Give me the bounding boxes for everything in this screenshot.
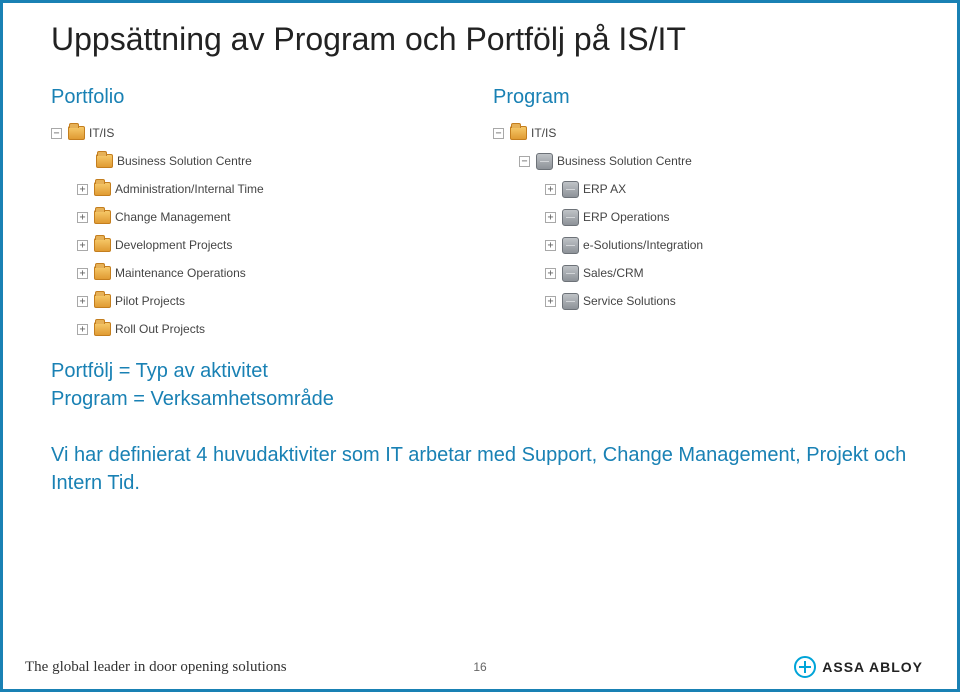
tree-item-label: ERP AX: [579, 182, 626, 196]
tree-root[interactable]: IT/IS: [493, 119, 923, 147]
tree-item[interactable]: Roll Out Projects: [51, 315, 481, 343]
tree-item[interactable]: Service Solutions: [493, 287, 923, 315]
tree-item[interactable]: Development Projects: [51, 231, 481, 259]
tree-item[interactable]: Maintenance Operations: [51, 259, 481, 287]
cube-icon: [562, 209, 579, 226]
tree-item-label: e-Solutions/Integration: [579, 238, 703, 252]
tree-item[interactable]: Business Solution Centre: [493, 147, 923, 175]
expand-icon[interactable]: [77, 240, 88, 251]
page-title: Uppsättning av Program och Portfölj på I…: [51, 21, 923, 58]
two-column-layout: Portfolio IT/IS Business Solution Centre: [51, 86, 923, 343]
cube-icon: [562, 181, 579, 198]
tree-item-label: Business Solution Centre: [553, 154, 692, 168]
collapse-icon[interactable]: [493, 128, 504, 139]
folder-icon: [510, 126, 527, 140]
body-text: Portfölj = Typ av aktivitet Program = Ve…: [51, 357, 923, 497]
tree-item[interactable]: e-Solutions/Integration: [493, 231, 923, 259]
tree-item[interactable]: Change Management: [51, 203, 481, 231]
tree-root-label: IT/IS: [527, 126, 556, 140]
tree-item[interactable]: Administration/Internal Time: [51, 175, 481, 203]
folder-icon: [94, 210, 111, 224]
footer-tagline: The global leader in door opening soluti…: [25, 659, 287, 676]
expand-icon[interactable]: [545, 240, 556, 251]
logo-text: ASSA ABLOY: [822, 659, 923, 675]
cube-icon: [562, 237, 579, 254]
folder-icon: [94, 182, 111, 196]
program-column: Program IT/IS Business Solution Centre: [493, 86, 923, 343]
tree-item-label: Change Management: [111, 210, 230, 224]
logo-mark-icon: [794, 656, 816, 678]
tree-item[interactable]: ERP AX: [493, 175, 923, 203]
tree-item[interactable]: Sales/CRM: [493, 259, 923, 287]
tree-item[interactable]: Pilot Projects: [51, 287, 481, 315]
tree-item-label: Administration/Internal Time: [111, 182, 264, 196]
body-line-2: Program = Verksamhetsområde: [51, 385, 923, 413]
expand-icon[interactable]: [545, 184, 556, 195]
expand-icon[interactable]: [77, 184, 88, 195]
tree-item-label: Development Projects: [111, 238, 232, 252]
body-line-3: Vi har definierat 4 huvudaktiviter som I…: [51, 441, 923, 497]
folder-icon: [68, 126, 85, 140]
collapse-icon[interactable]: [51, 128, 62, 139]
body-line-1: Portfölj = Typ av aktivitet: [51, 357, 923, 385]
tree-item-label: Service Solutions: [579, 294, 676, 308]
slide: Uppsättning av Program och Portfölj på I…: [0, 0, 960, 692]
slide-content: Uppsättning av Program och Portfölj på I…: [3, 3, 957, 497]
folder-icon: [96, 154, 113, 168]
tree-root-label: IT/IS: [85, 126, 114, 140]
tree-item-label: Sales/CRM: [579, 266, 644, 280]
expand-icon[interactable]: [545, 212, 556, 223]
tree-root[interactable]: IT/IS: [51, 119, 481, 147]
page-number: 16: [473, 660, 486, 674]
slide-footer: The global leader in door opening soluti…: [3, 645, 957, 689]
expand-icon[interactable]: [545, 268, 556, 279]
folder-icon: [94, 294, 111, 308]
tree-item[interactable]: ERP Operations: [493, 203, 923, 231]
tree-item[interactable]: Business Solution Centre: [51, 147, 481, 175]
tree-item-label: Business Solution Centre: [113, 154, 252, 168]
portfolio-column: Portfolio IT/IS Business Solution Centre: [51, 86, 481, 343]
expand-icon[interactable]: [77, 212, 88, 223]
portfolio-column-header: Portfolio: [51, 86, 481, 109]
folder-icon: [94, 322, 111, 336]
expand-icon[interactable]: [77, 268, 88, 279]
collapse-icon[interactable]: [519, 156, 530, 167]
tree-item-label: Roll Out Projects: [111, 322, 205, 336]
tree-item-label: Pilot Projects: [111, 294, 185, 308]
expand-icon[interactable]: [77, 296, 88, 307]
tree-item-label: Maintenance Operations: [111, 266, 246, 280]
program-tree: IT/IS Business Solution Centre ERP AX: [493, 119, 923, 315]
company-logo: ASSA ABLOY: [794, 656, 923, 678]
cube-icon: [562, 265, 579, 282]
folder-icon: [94, 266, 111, 280]
expand-icon[interactable]: [77, 324, 88, 335]
cube-icon: [562, 293, 579, 310]
cube-icon: [536, 153, 553, 170]
program-column-header: Program: [493, 86, 923, 109]
expand-icon[interactable]: [545, 296, 556, 307]
folder-icon: [94, 238, 111, 252]
tree-item-label: ERP Operations: [579, 210, 670, 224]
portfolio-tree: IT/IS Business Solution Centre Administr…: [51, 119, 481, 343]
